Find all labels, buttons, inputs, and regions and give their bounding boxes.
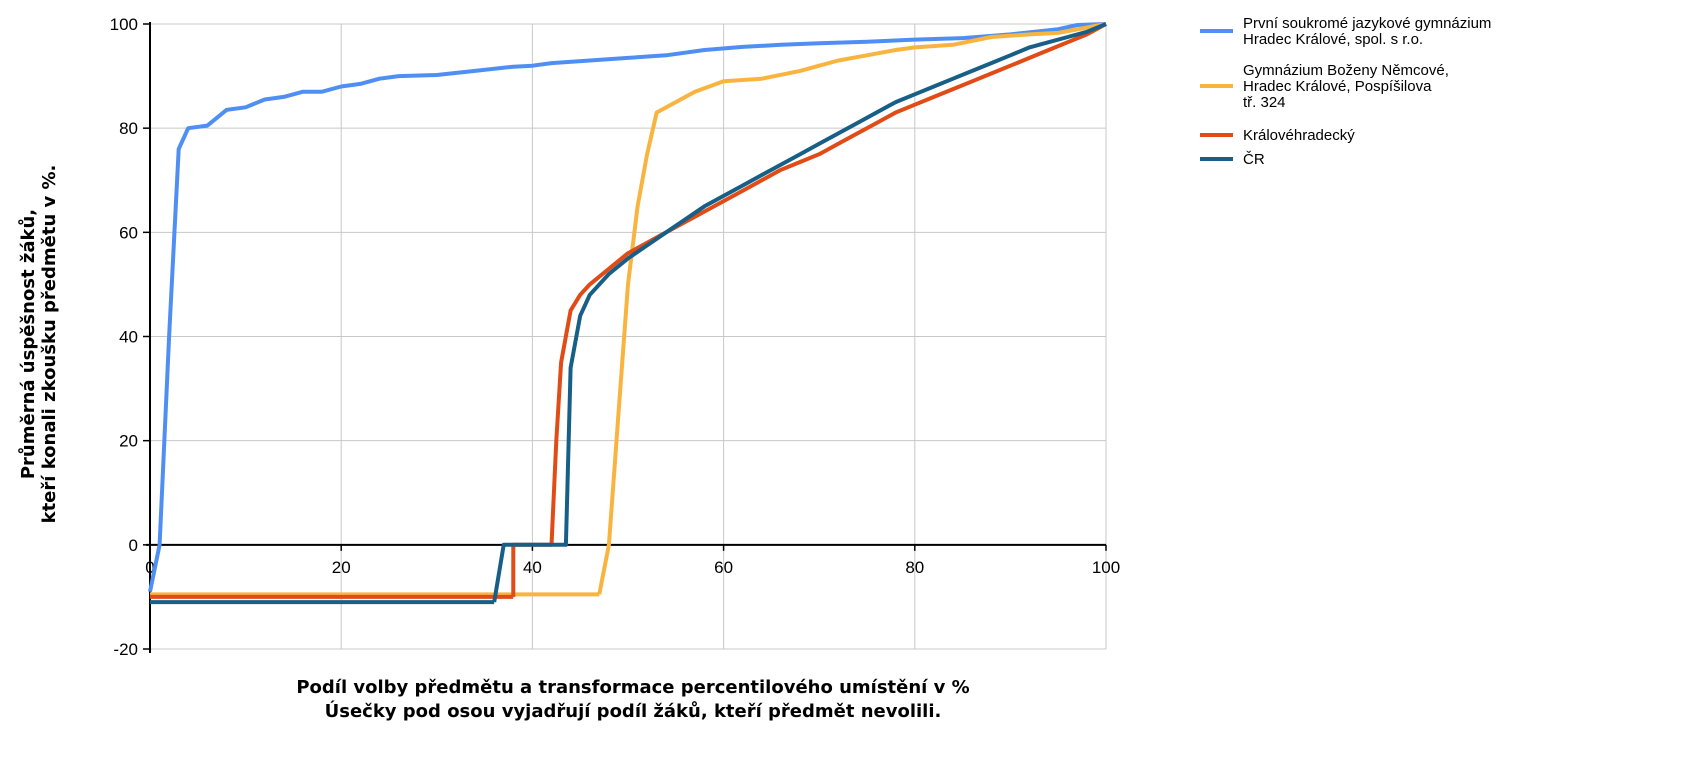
y-axis-title-line-2: kteří konali zkoušku předmětu v %. (39, 165, 60, 524)
y-tick-label: -20 (113, 640, 138, 659)
y-tick-label: 60 (119, 223, 138, 242)
legend-label-line: První soukromé jazykové gymnázium (1243, 15, 1491, 32)
x-tick-label: 100 (1092, 558, 1120, 577)
x-tick-label: 80 (905, 558, 924, 577)
series-4 (150, 22, 1107, 605)
legend-label-line: tř. 324 (1243, 94, 1286, 111)
y-tick-labels: -20 0 20 40 60 80 100 (110, 15, 138, 659)
series-lines (148, 22, 1107, 605)
legend-label-line: Hradec Králové, spol. s r.o. (1243, 31, 1423, 48)
y-tick-label: 0 (129, 536, 138, 555)
legend-item-4: ČR (1200, 151, 1265, 168)
series-2-line (597, 22, 1107, 595)
y-tick-label: 20 (119, 432, 138, 451)
grid-lines (150, 23, 1107, 650)
x-tick-label: 0 (145, 558, 154, 577)
y-tick-label: 40 (119, 328, 138, 347)
legend-label-line: Královéhradecký (1243, 127, 1355, 144)
series-1 (148, 22, 1107, 593)
x-tick-labels: 0 20 40 60 80 100 (145, 558, 1120, 577)
x-tick-label: 20 (332, 558, 351, 577)
y-tick-label: 80 (119, 119, 138, 138)
x-tick-label: 60 (714, 558, 733, 577)
x-tick-label: 40 (523, 558, 542, 577)
legend-label-line: ČR (1243, 151, 1265, 168)
x-axis-note: Úsečky pod osou vyjadřují podíl žáků, kt… (325, 700, 942, 722)
legend-item-3: Královéhradecký (1200, 127, 1355, 144)
y-axis-title-line-1: Průměrná úspěšnost žáků, (17, 209, 39, 479)
legend: První soukromé jazykové gymnáziumHradec … (1200, 15, 1491, 168)
series-3 (150, 22, 1107, 599)
series-1-line (148, 22, 1107, 593)
legend-item-1: První soukromé jazykové gymnáziumHradec … (1200, 15, 1491, 48)
legend-item-2: Gymnázium Boženy Němcové,Hradec Králové,… (1200, 62, 1449, 111)
x-axis-title: Podíl volby předmětu a transformace perc… (296, 677, 969, 698)
y-tick-label: 100 (110, 15, 138, 34)
series-2 (150, 22, 1107, 597)
axes (143, 22, 1107, 653)
series-4-line (492, 22, 1107, 603)
legend-label-line: Gymnázium Boženy Němcové, (1243, 62, 1449, 79)
series-3-line (511, 22, 1107, 597)
legend-label-line: Hradec Králové, Pospíšilova (1243, 78, 1432, 95)
